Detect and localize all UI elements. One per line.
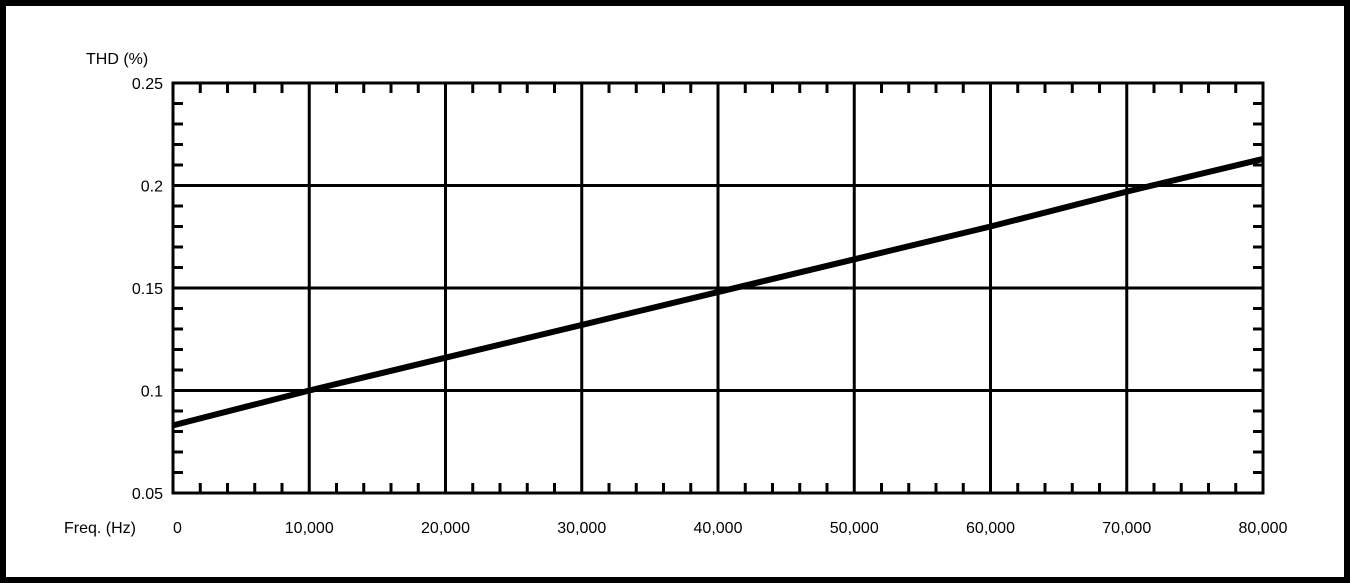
y-tick-label: 0.25	[132, 76, 163, 93]
x-tick-label: 0	[173, 520, 182, 537]
x-tick-label: 30,000	[557, 520, 606, 537]
x-tick-label: 40,000	[694, 520, 743, 537]
series-layer	[172, 155, 1264, 429]
x-tick-label: 60,000	[966, 520, 1015, 537]
y-tick-label: 0.15	[132, 281, 163, 298]
x-tick-label: 10,000	[285, 520, 334, 537]
grid-lines	[173, 83, 1263, 493]
x-tick-label: 20,000	[421, 520, 470, 537]
y-tick-label: 0.05	[132, 486, 163, 503]
x-tick-labels: 0 10,000 20,000 30,000 40,000 50,000 60,000 70,…	[173, 520, 1288, 537]
minor-ticks	[173, 83, 1263, 493]
y-tick-labels: 0.05 0.1 0.15 0.2 0.25	[132, 76, 163, 503]
x-axis-title: Freq. (Hz)	[64, 520, 136, 537]
y-tick-label: 0.2	[141, 179, 163, 196]
x-tick-label: 80,000	[1239, 520, 1288, 537]
thd-series-line	[172, 155, 1264, 429]
x-tick-label: 50,000	[830, 520, 879, 537]
x-tick-label: 70,000	[1102, 520, 1151, 537]
plot-area-border	[171, 81, 1265, 495]
y-axis-title: THD (%)	[86, 51, 148, 68]
y-tick-label: 0.1	[141, 384, 163, 401]
